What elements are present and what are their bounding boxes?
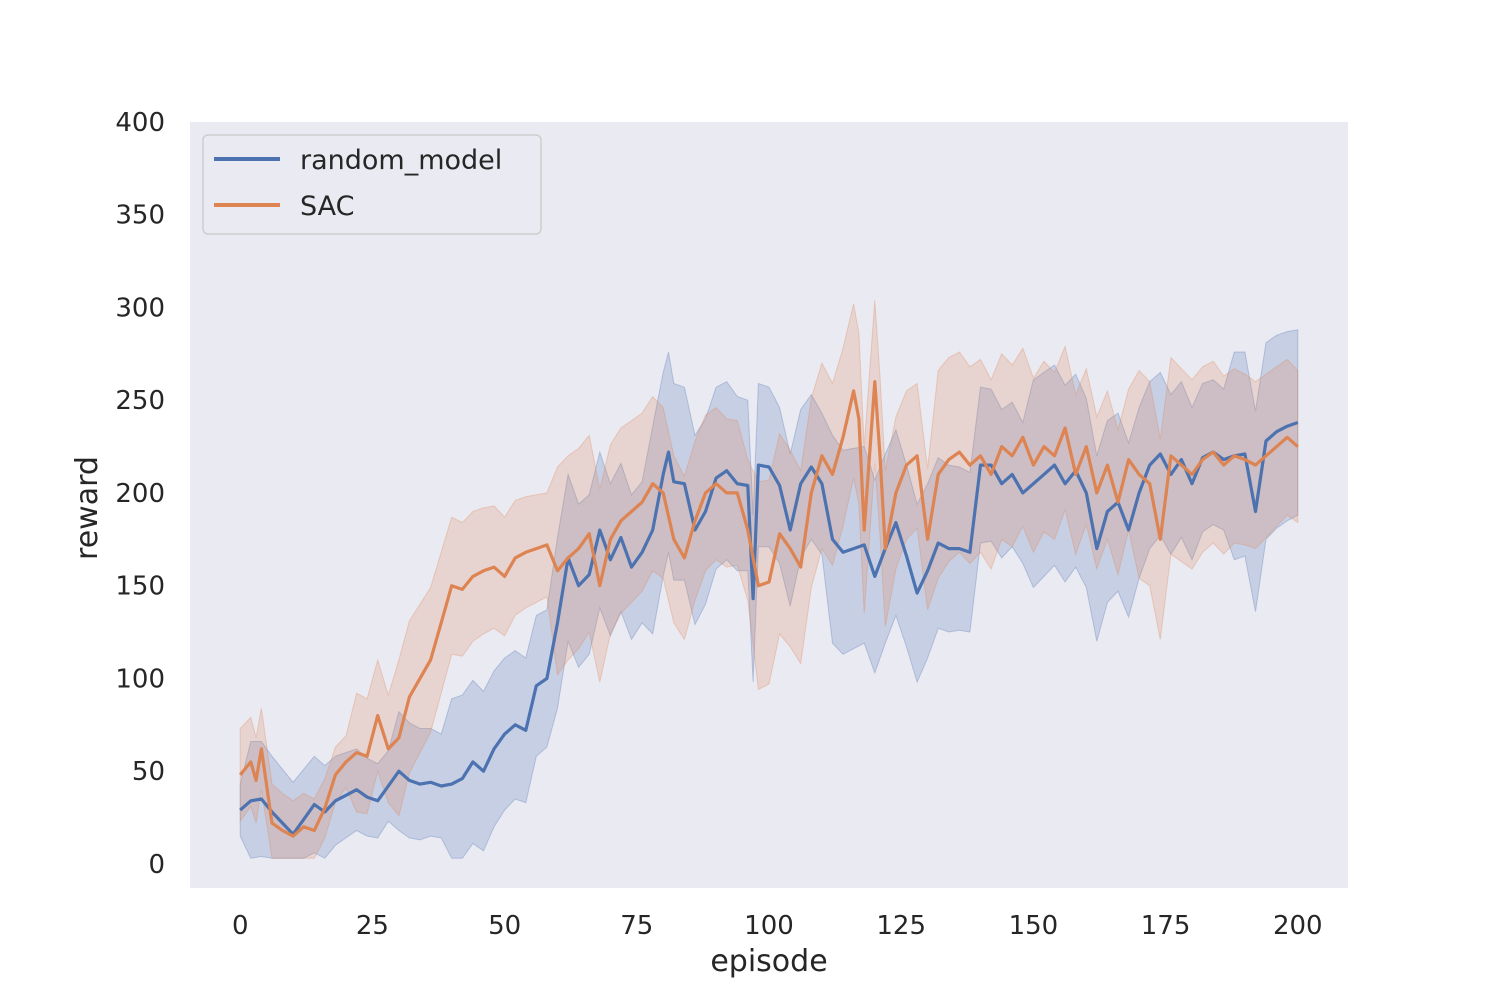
- y-tick-label: 50: [132, 757, 165, 787]
- y-axis-ticks: 0 50 100 150 200 250 300 350 400: [115, 108, 165, 880]
- y-axis-label: reward: [70, 456, 105, 560]
- y-tick-label: 250: [115, 386, 165, 416]
- y-tick-label: 400: [115, 108, 165, 138]
- y-tick-label: 150: [115, 572, 165, 602]
- y-tick-label: 350: [115, 201, 165, 231]
- y-tick-label: 300: [115, 293, 165, 323]
- x-tick-label: 0: [232, 911, 249, 941]
- legend-box: [202, 134, 542, 235]
- y-tick-label: 100: [115, 664, 165, 694]
- legend-label-random-model: random_model: [300, 145, 502, 176]
- legend-label-sac: SAC: [300, 191, 355, 222]
- legend: random_model SAC: [202, 134, 542, 235]
- x-axis-ticks: 0 25 50 75 100 125 150 175 200: [232, 911, 1323, 941]
- series-line-sac: [238, 380, 1299, 838]
- x-tick-label: 175: [1141, 911, 1191, 941]
- series-lines: [238, 380, 1299, 838]
- x-tick-label: 75: [620, 911, 653, 941]
- y-tick-label: 200: [115, 479, 165, 509]
- x-axis-label: episode: [710, 944, 827, 979]
- x-tick-label: 50: [488, 911, 521, 941]
- x-tick-label: 100: [744, 911, 794, 941]
- y-tick-label: 0: [148, 850, 165, 880]
- x-tick-label: 25: [356, 911, 389, 941]
- x-tick-label: 150: [1009, 911, 1059, 941]
- x-tick-label: 200: [1273, 911, 1323, 941]
- x-tick-label: 125: [876, 911, 926, 941]
